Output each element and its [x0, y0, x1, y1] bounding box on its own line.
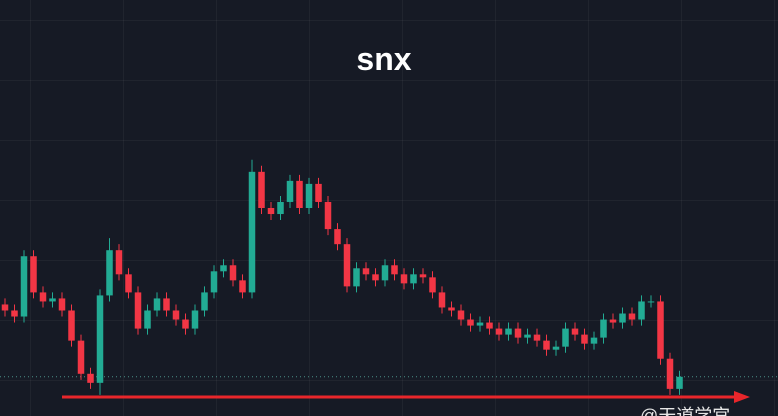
candle-body	[163, 298, 170, 311]
candle-body	[286, 180, 294, 202]
arrow-head	[734, 391, 750, 403]
candle-body	[400, 274, 408, 284]
candle-body	[486, 322, 493, 329]
candle-body	[77, 340, 85, 374]
candle-body	[543, 340, 550, 350]
candle-body	[144, 310, 151, 329]
candle-body	[153, 298, 161, 311]
candle-body	[438, 292, 446, 308]
candle-body	[448, 307, 455, 311]
candle-body	[410, 274, 417, 284]
candle-body	[58, 298, 66, 311]
candle-body	[315, 183, 322, 202]
candle-body	[676, 376, 683, 389]
candle-body	[657, 301, 664, 359]
candle-body	[334, 229, 341, 245]
candle-body	[248, 171, 256, 293]
candle-body	[324, 201, 332, 230]
candle-body	[419, 274, 427, 278]
chart-title: snx	[356, 41, 411, 77]
candle-body	[524, 334, 531, 338]
candle-body	[172, 310, 180, 320]
candle-body	[258, 171, 265, 208]
candle-body	[182, 319, 189, 329]
candle-body	[11, 310, 18, 317]
candle-body	[20, 256, 28, 317]
candle-body	[220, 265, 227, 272]
candle-body	[619, 313, 626, 323]
candle-body	[49, 298, 56, 302]
candle-body	[372, 274, 379, 281]
candle-body	[106, 250, 113, 296]
candle-body	[296, 180, 303, 208]
candle-body	[638, 301, 645, 320]
candle-body	[229, 265, 237, 281]
candle-body	[476, 322, 484, 326]
candle-body	[305, 183, 313, 208]
candle-body	[467, 319, 474, 326]
candle-body	[391, 265, 398, 275]
candle-body	[505, 328, 512, 335]
candle-body	[495, 328, 503, 335]
candle-body	[628, 313, 636, 320]
candle-body	[647, 301, 655, 303]
candle-body	[210, 271, 218, 293]
candle-body	[115, 250, 123, 275]
watermark: @天道学宫	[640, 406, 730, 416]
candle-body	[68, 310, 75, 341]
candle-body	[96, 295, 104, 383]
candle-body	[571, 328, 579, 335]
candle-body	[457, 310, 465, 320]
candle-body	[514, 328, 522, 338]
candle-body	[191, 310, 199, 329]
candle-body	[533, 334, 541, 341]
candle-body	[201, 292, 208, 311]
candle-body	[666, 358, 674, 389]
candle-body	[362, 268, 370, 275]
candle-body	[30, 256, 37, 293]
candle-body	[343, 244, 351, 287]
candle-body	[381, 265, 389, 281]
candle-body	[239, 280, 246, 293]
candle-body	[277, 201, 284, 215]
candles	[0, 159, 778, 395]
candle-body	[590, 337, 598, 344]
candle-body	[353, 268, 360, 287]
candle-body	[1, 304, 9, 311]
candle-body	[267, 208, 275, 215]
candle-body	[562, 328, 569, 347]
candle-body	[87, 373, 94, 383]
candle-body	[429, 277, 436, 293]
candle-body	[39, 292, 47, 302]
candle-body	[134, 292, 142, 329]
candle-body	[581, 334, 588, 344]
candle-body	[552, 346, 560, 350]
candle-body	[125, 274, 132, 293]
candle-body	[609, 319, 617, 323]
candle-body	[600, 319, 607, 338]
